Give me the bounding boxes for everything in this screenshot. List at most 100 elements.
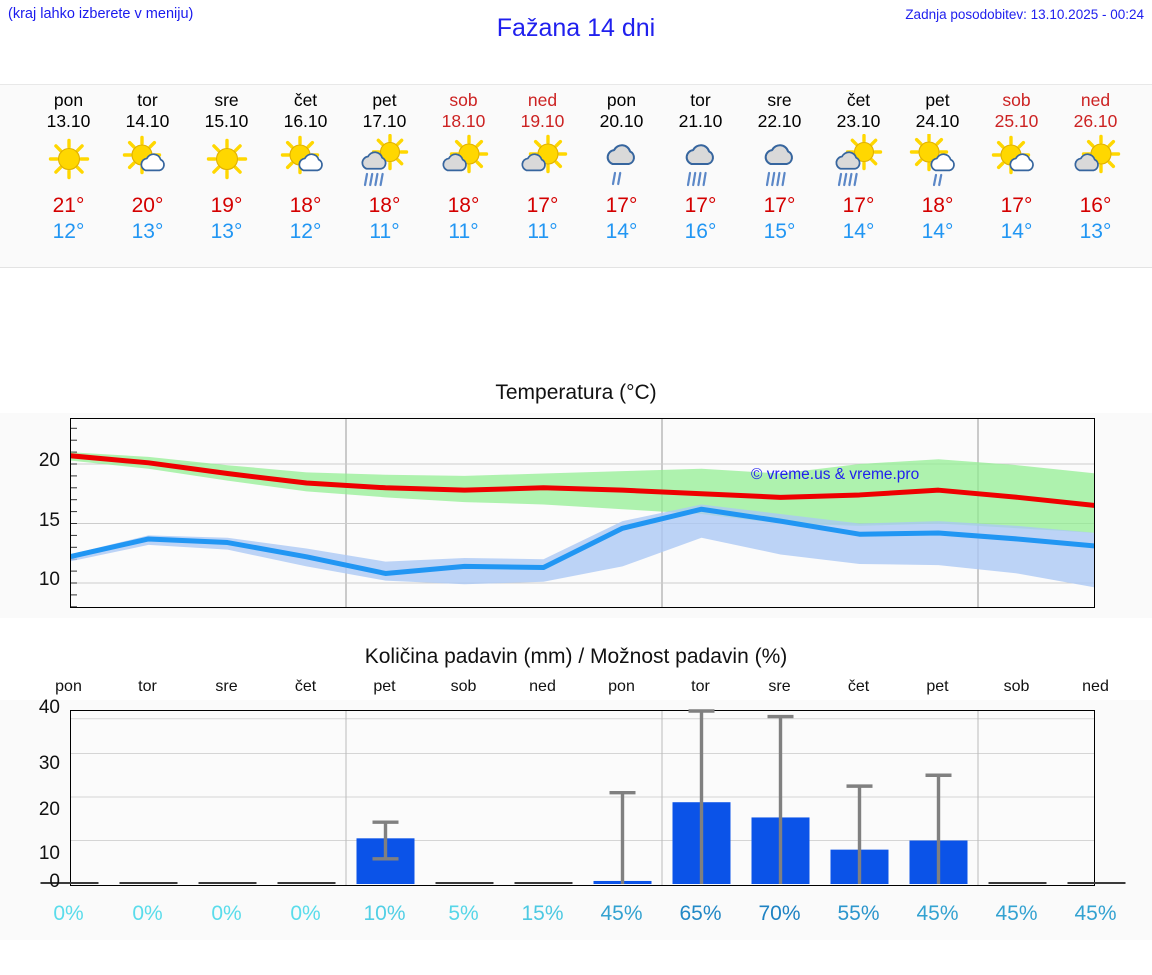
precipitation-probability-label: 0% (211, 902, 242, 925)
precipitation-probability-label: 5% (448, 902, 479, 925)
precipitation-day-label: pon (608, 678, 635, 695)
min-temperature-value: 14° (1000, 220, 1033, 243)
precipitation-day-label: sre (768, 678, 791, 695)
forecast-day-column[interactable]: pet 17.10 18° 11° (345, 85, 424, 269)
min-temperature-value: 11° (527, 220, 558, 243)
forecast-day-column[interactable]: sob 18.10 18° 11° (424, 85, 503, 269)
day-date-label: 14.10 (125, 111, 170, 131)
precipitation-day-label: čet (847, 678, 870, 695)
max-temperature-value: 17° (684, 194, 717, 217)
forecast-day-column[interactable]: sre 15.10 19° 13° (187, 85, 266, 269)
precipitation-chart-title: Količina padavin (mm) / Možnost padavin … (364, 645, 788, 668)
precipitation-day-label: ned (529, 678, 556, 695)
min-temperature-value: 14° (921, 220, 954, 243)
day-of-week-label: sre (767, 90, 792, 110)
precipitation-probability-label: 45% (995, 902, 1038, 925)
day-date-label: 13.10 (46, 111, 91, 131)
min-temperature-value: 13° (131, 220, 164, 243)
page-title: Fažana 14 dni (496, 14, 656, 42)
precipitation-y-tick-label: 30 (38, 753, 60, 774)
precipitation-probability-label: 0% (53, 902, 84, 925)
temperature-chart-box (0, 413, 1152, 618)
sun-cloud-rain-icon (819, 134, 898, 190)
precipitation-probability-label: 0% (132, 902, 163, 925)
day-of-week-label: čet (293, 90, 318, 110)
max-temperature-value: 18° (447, 194, 480, 217)
max-temperature-value: 17° (842, 194, 875, 217)
day-date-label: 19.10 (520, 111, 565, 131)
day-of-week-label: pon (606, 90, 637, 110)
forecast-day-column[interactable]: ned 26.10 16° 13° (1056, 85, 1135, 269)
max-temperature-value: 17° (526, 194, 559, 217)
precipitation-probability-label: 45% (916, 902, 959, 925)
day-of-week-label: tor (690, 90, 711, 110)
sun-cloud-rain2-icon (898, 134, 977, 190)
min-temperature-value: 16° (684, 220, 717, 243)
precipitation-day-label: sob (450, 678, 477, 695)
precipitation-probability-label: 55% (837, 902, 880, 925)
precipitation-day-label: tor (138, 678, 157, 695)
forecast-day-column[interactable]: tor 21.10 17° 16° (661, 85, 740, 269)
forecast-day-column[interactable]: tor 14.10 20° 13° (108, 85, 187, 269)
forecast-strip: pon 13.10 21° 12° tor 14.10 20° 13° sre 15.10 19°… (0, 84, 1152, 268)
precipitation-plot-area (40, 709, 1126, 886)
forecast-day-column[interactable]: sob 25.10 17° 14° (977, 85, 1056, 269)
day-of-week-label: pet (925, 90, 950, 110)
precipitation-day-label: sob (1003, 678, 1030, 695)
forecast-day-column[interactable]: pet 24.10 18° 14° (898, 85, 977, 269)
day-of-week-label: ned (1080, 90, 1111, 110)
forecast-day-column[interactable]: pon 13.10 21° 12° (29, 85, 108, 269)
day-date-label: 23.10 (836, 111, 881, 131)
precipitation-day-label: ned (1082, 678, 1109, 695)
day-of-week-label: čet (846, 90, 871, 110)
day-of-week-label: tor (137, 90, 158, 110)
location-menu-note[interactable]: (kraj lahko izberete v meniju) (8, 6, 194, 22)
min-temperature-value: 15° (763, 220, 796, 243)
temperature-y-tick-label: 15 (38, 509, 60, 531)
precipitation-probability-label: 45% (1074, 902, 1117, 925)
max-temperature-value: 17° (763, 194, 796, 217)
cloud-sun-icon (424, 134, 503, 190)
day-date-label: 24.10 (915, 111, 960, 131)
day-date-label: 15.10 (204, 111, 249, 131)
precipitation-y-tick-label: 20 (38, 799, 60, 820)
sun-icon (29, 134, 108, 190)
day-date-label: 22.10 (757, 111, 802, 131)
precipitation-day-label: tor (691, 678, 710, 695)
max-temperature-value: 21° (52, 194, 85, 217)
forecast-day-column[interactable]: sre 22.10 17° 15° (740, 85, 819, 269)
precipitation-y-tick-label: 40 (38, 697, 60, 718)
page-header: (kraj lahko izberete v meniju) Fažana 14… (0, 0, 1152, 62)
day-date-label: 21.10 (678, 111, 723, 131)
max-temperature-value: 19° (210, 194, 243, 217)
temperature-y-tick-label: 20 (38, 450, 60, 471)
cloud-rain-4-icon (661, 134, 740, 190)
day-date-label: 26.10 (1073, 111, 1118, 131)
cloud-sun-icon (1056, 134, 1135, 190)
min-temperature-value: 12° (289, 220, 322, 243)
sun-cloud-icon (977, 134, 1056, 190)
precipitation-probability-label: 65% (679, 902, 722, 925)
precipitation-day-label: pon (55, 678, 82, 695)
temperature-chart-section: Temperatura (°C) (0, 381, 1152, 621)
forecast-day-column[interactable]: čet 23.10 17° 14° (819, 85, 898, 269)
forecast-day-column[interactable]: ned 19.10 17° 11° (503, 85, 582, 269)
min-temperature-value: 12° (52, 220, 85, 243)
day-date-label: 20.10 (599, 111, 644, 131)
max-temperature-value: 17° (605, 194, 638, 217)
day-of-week-label: sob (1002, 90, 1031, 110)
temperature-chart-title: Temperatura (°C) (495, 381, 657, 404)
forecast-day-column[interactable]: čet 16.10 18° 12° (266, 85, 345, 269)
precipitation-day-label: sre (215, 678, 238, 695)
precipitation-day-label: pet (373, 678, 396, 695)
day-date-label: 18.10 (441, 111, 486, 131)
day-of-week-label: ned (527, 90, 558, 110)
day-date-label: 16.10 (283, 111, 328, 131)
precipitation-probability-label: 10% (363, 902, 406, 925)
forecast-day-column[interactable]: pon 20.10 17° 14° (582, 85, 661, 269)
copyright-watermark: © vreme.us & vreme.pro (751, 466, 920, 483)
precipitation-day-label: pet (926, 678, 949, 695)
day-of-week-label: sob (449, 90, 478, 110)
max-temperature-value: 18° (289, 194, 322, 217)
